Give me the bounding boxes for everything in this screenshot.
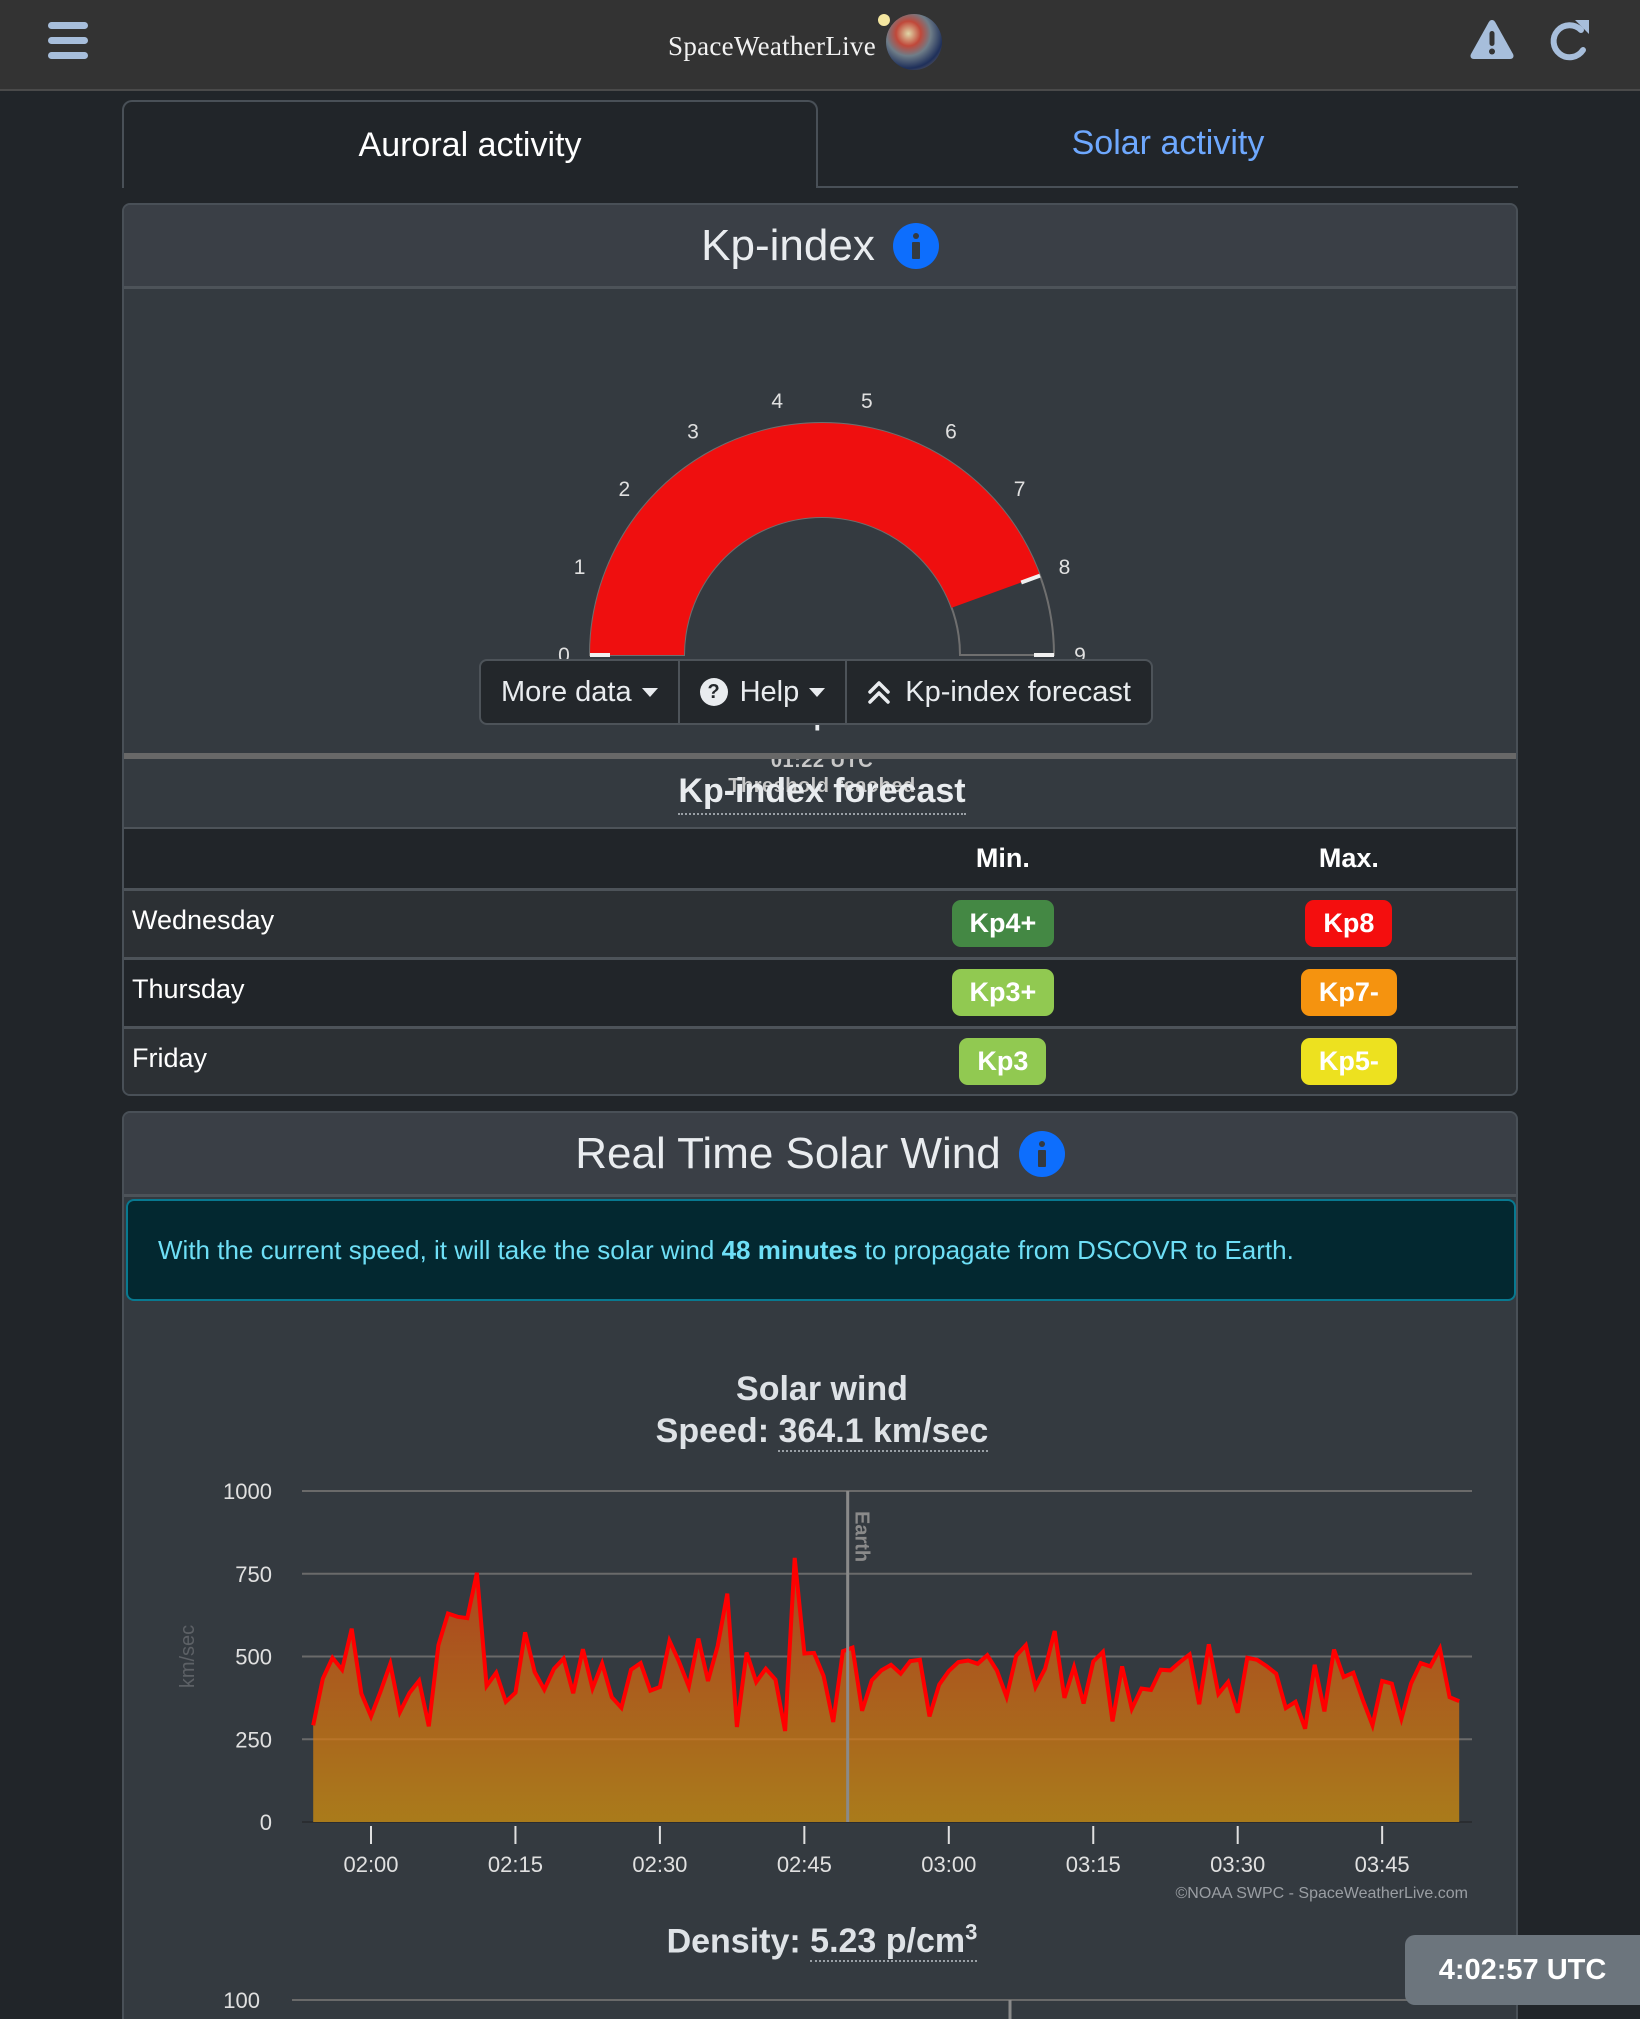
forecast-row: Friday Kp3 Kp5- [124, 1027, 1516, 1094]
forecast-row: Wednesday Kp4+ Kp8 [124, 889, 1516, 960]
gauge-tick-label: 0 [558, 644, 570, 667]
max-kp-badge: Kp7- [1300, 969, 1397, 1016]
density-value[interactable]: 5.23 p/cm3 [810, 1920, 978, 1963]
forecast-day: Wednesday [124, 889, 824, 960]
warning-icon[interactable] [1468, 16, 1516, 64]
globe-icon [878, 10, 944, 72]
chart-credit: ©NOAA SWPC - SpaceWeatherLive.com [1176, 1885, 1468, 1902]
site-logo[interactable]: SpaceWeatherLive [668, 10, 944, 72]
activity-tabs: Auroral activity Solar activity [122, 100, 1518, 188]
forecast-table: Min. Max. Wednesday Kp4+ Kp8 Thursday Kp… [124, 829, 1516, 1094]
x-tick-label: 02:30 [632, 1852, 687, 1877]
solar-wind-speed-chart: 0 250 500 750 1000 km/sec Earth 02:00 02:15 02:30… [177, 1479, 1516, 2019]
density-title: Density: 5.23 p/cm3 [124, 1920, 1516, 1963]
question-circle-icon: ? [699, 678, 728, 706]
x-tick-label: 02:45 [777, 1852, 832, 1877]
min-kp-badge: Kp4+ [951, 900, 1055, 947]
chart-title: Solar wind [736, 1370, 908, 1408]
gauge-tick-label: 7 [1014, 478, 1026, 501]
x-tick-label: 03:45 [1355, 1852, 1410, 1877]
solar-wind-card-header: Real Time Solar Wind [124, 1113, 1516, 1197]
kp-gauge-chart: 0 1 2 3 4 5 6 7 8 9 [558, 390, 1086, 667]
alert-text-suffix: to propagate from DSCOVR to Earth. [857, 1234, 1294, 1265]
gauge-tick-label: 6 [945, 421, 957, 444]
x-tick-label: 03:15 [1066, 1852, 1121, 1877]
refresh-icon[interactable] [1545, 16, 1593, 64]
gauge-status: Threshold reached [728, 775, 916, 797]
forecast-divider [124, 753, 1516, 759]
gauge-tick-label: 4 [771, 390, 783, 413]
kp-button-group: More data ? Help Kp-index forecast [479, 659, 1153, 725]
x-tick-label: 03:00 [921, 1852, 976, 1877]
gauge-tick-label: 8 [1059, 556, 1071, 579]
max-kp-badge: Kp5- [1300, 1038, 1397, 1085]
double-chevron-up-icon [868, 681, 890, 704]
min-kp-badge: Kp3 [959, 1038, 1047, 1085]
forecast-row: Thursday Kp3+ Kp7- [124, 958, 1516, 1029]
forecast-header-row: Min. Max. [124, 829, 1516, 891]
help-label: Help [739, 675, 800, 708]
info-icon[interactable] [892, 222, 939, 269]
x-tick-label: 02:00 [343, 1852, 398, 1877]
x-tick-label: 02:15 [488, 1852, 543, 1877]
min-kp-badge: Kp3+ [951, 969, 1055, 1016]
gauge-fill [590, 423, 1041, 655]
more-data-button[interactable]: More data [481, 661, 680, 723]
solar-wind-card: Real Time Solar Wind With the current sp… [122, 1111, 1518, 2019]
kp-card-header: Kp-index [124, 205, 1516, 289]
more-data-label: More data [501, 675, 632, 708]
density-exponent: 3 [965, 1920, 978, 1945]
forecast-day: Thursday [124, 958, 824, 1029]
alert-text-prefix: With the current speed, it will take the… [158, 1234, 722, 1265]
gauge-tick-label: 3 [687, 421, 699, 444]
density-label: Density: [666, 1922, 811, 1961]
y-tick-label: 250 [235, 1727, 272, 1752]
info-icon[interactable] [1018, 1130, 1065, 1177]
y-tick-label: 750 [235, 1562, 272, 1587]
gauge-tick-label: 1 [574, 556, 586, 579]
kp-forecast-button[interactable]: Kp-index forecast [847, 661, 1151, 723]
speed-label: Speed: [655, 1412, 779, 1450]
speed-line [311, 1557, 1460, 1733]
forecast-title-row: Kp-index forecast [124, 759, 1516, 829]
caret-down-icon [809, 687, 826, 697]
y-axis-label: km/sec [177, 1625, 199, 1688]
x-tick-label: 03:30 [1210, 1852, 1265, 1877]
column-header-min: Min. [824, 829, 1182, 891]
tab-solar-activity[interactable]: Solar activity [818, 100, 1518, 188]
gauge-tick-label: 9 [1074, 644, 1086, 667]
chart-subtitle: Speed: 364.1 km/sec [124, 1412, 1516, 1452]
y-tick-label: 0 [260, 1810, 272, 1835]
density-value-text: 5.23 p/cm [810, 1922, 966, 1961]
gauge-tick-label: 5 [861, 390, 873, 413]
kp-card-title: Kp-index [701, 220, 875, 270]
hamburger-menu-icon[interactable] [46, 20, 90, 60]
utc-clock: 4:02:57 UTC [1405, 1935, 1640, 2005]
column-header-max: Max. [1181, 829, 1516, 891]
tab-auroral-activity[interactable]: Auroral activity [122, 100, 818, 188]
top-navbar: SpaceWeatherLive [0, 0, 1640, 91]
gauge-tick-label: 2 [619, 478, 631, 501]
kp-forecast-label: Kp-index forecast [905, 675, 1131, 708]
speed-value[interactable]: 364.1 km/sec [778, 1412, 989, 1452]
forecast-title[interactable]: Kp-index forecast [678, 772, 966, 815]
density-y-tick-label: 100 [223, 1988, 260, 2013]
help-button[interactable]: ? Help [680, 661, 848, 723]
alert-propagation-time: 48 minutes [721, 1234, 858, 1265]
logo-text: SpaceWeatherLive [668, 30, 877, 61]
gauge-tick-value [1020, 573, 1041, 585]
propagation-alert: With the current speed, it will take the… [126, 1199, 1516, 1301]
speed-area [313, 1557, 1460, 1822]
caret-down-icon [641, 687, 658, 697]
y-tick-label: 1000 [223, 1479, 272, 1504]
forecast-day: Friday [124, 1027, 824, 1094]
solar-wind-card-title: Real Time Solar Wind [575, 1128, 1001, 1178]
max-kp-badge: Kp8 [1305, 900, 1393, 947]
earth-marker-label: Earth [851, 1511, 873, 1562]
column-header-day [124, 829, 824, 891]
y-tick-label: 500 [235, 1645, 272, 1670]
